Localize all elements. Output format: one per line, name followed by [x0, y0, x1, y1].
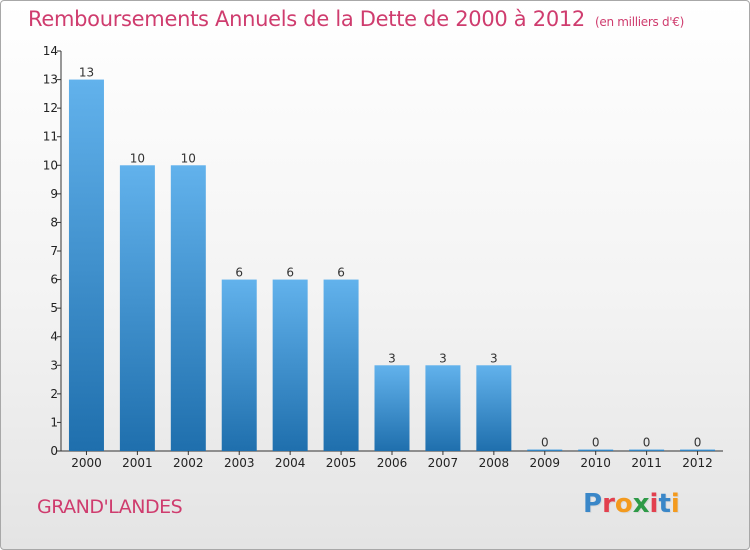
data-label: 6	[337, 266, 345, 280]
logo-letter: x	[632, 489, 650, 519]
x-tick-label: 2012	[682, 456, 713, 470]
bar	[527, 449, 563, 451]
y-tick-label: 5	[50, 301, 58, 315]
x-tick-label: 2004	[275, 456, 306, 470]
x-tick-label: 2002	[173, 456, 204, 470]
y-tick-label: 1	[50, 415, 58, 429]
bar	[323, 279, 359, 451]
data-label: 10	[130, 151, 145, 165]
data-label: 3	[490, 351, 498, 365]
bar	[119, 165, 155, 452]
data-label: 0	[643, 436, 651, 450]
chart-title: Remboursements Annuels de la Dette de 20…	[28, 7, 684, 31]
logo-letter: i	[670, 489, 680, 519]
data-label: 3	[439, 351, 447, 365]
chart-unit: (en milliers d'€)	[595, 15, 685, 29]
bar	[221, 279, 257, 451]
bar	[425, 365, 461, 451]
bar	[578, 449, 614, 451]
bar	[68, 79, 104, 452]
y-tick-label: 7	[50, 244, 58, 258]
y-tick-label: 0	[50, 444, 58, 458]
x-tick-label: 2007	[428, 456, 459, 470]
y-tick-label: 14	[43, 44, 58, 58]
x-tick-label: 2010	[580, 456, 611, 470]
logo-letter: o	[614, 489, 633, 519]
data-label: 0	[592, 436, 600, 450]
data-label: 0	[541, 436, 549, 450]
x-tick-label: 2006	[377, 456, 408, 470]
data-label: 10	[181, 151, 196, 165]
y-tick-label: 6	[50, 273, 58, 287]
x-tick-label: 2001	[122, 456, 153, 470]
x-tick-label: 2011	[631, 456, 662, 470]
y-tick-label: 4	[50, 330, 58, 344]
y-tick-label: 12	[43, 101, 58, 115]
bar	[476, 365, 512, 451]
x-tick-label: 2003	[224, 456, 255, 470]
x-tick-label: 2009	[529, 456, 560, 470]
logo-letter: r	[602, 489, 615, 519]
y-tick-label: 11	[43, 130, 58, 144]
y-tick-label: 10	[43, 158, 58, 172]
bar	[170, 165, 206, 452]
x-tick-label: 2000	[71, 456, 102, 470]
y-tick-label: 3	[50, 358, 58, 372]
data-label: 0	[694, 436, 702, 450]
x-tick-label: 2005	[326, 456, 357, 470]
y-tick-label: 8	[50, 215, 58, 229]
bar	[272, 279, 308, 451]
x-tick-label: 2008	[479, 456, 510, 470]
logo-letter: t	[658, 489, 671, 519]
y-tick-label: 9	[50, 187, 58, 201]
logo-letter: P	[583, 489, 603, 519]
commune-name: GRAND'LANDES	[37, 496, 183, 518]
data-label: 13	[79, 66, 94, 80]
y-tick-label: 2	[50, 387, 58, 401]
data-label: 6	[235, 266, 243, 280]
data-label: 6	[286, 266, 294, 280]
logo-letter: i	[649, 489, 659, 519]
bar	[629, 449, 665, 451]
bar	[374, 365, 410, 451]
bar	[680, 449, 716, 451]
data-label: 3	[388, 351, 396, 365]
proxiti-logo: Proxiti	[583, 489, 680, 519]
y-tick-label: 13	[43, 73, 58, 87]
chart-title-text: Remboursements Annuels de la Dette de 20…	[28, 7, 585, 31]
